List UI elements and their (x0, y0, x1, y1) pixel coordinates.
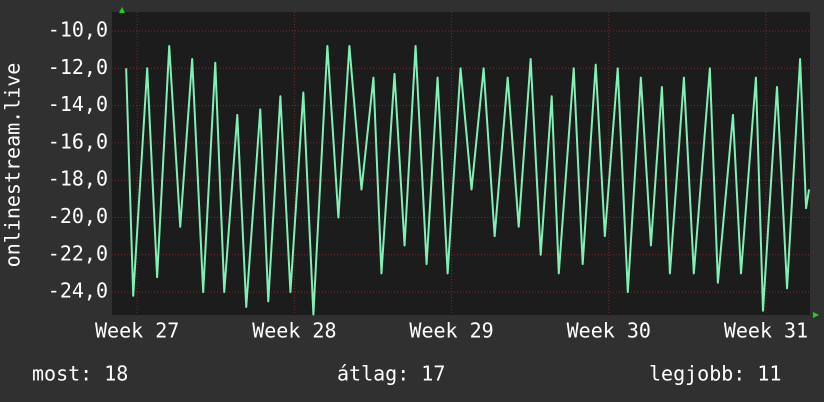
axis-arrow (119, 7, 125, 13)
y-tick-label: -14,0 (48, 92, 108, 116)
plot-area (112, 12, 810, 315)
x-tick-label: Week 28 (252, 319, 336, 343)
data-line (125, 44, 811, 316)
y-axis-label: onlinestream.live (1, 63, 25, 268)
y-tick-label: -18,0 (48, 167, 108, 191)
x-tick-label: Week 30 (567, 319, 651, 343)
footer-current: most: 18 (32, 362, 128, 386)
footer-average: átlag: 17 (337, 362, 445, 386)
x-tick-label: Week 29 (409, 319, 493, 343)
y-tick-label: -10,0 (48, 18, 108, 42)
y-tick-label: -22,0 (48, 241, 108, 265)
x-tick-label: Week 31 (724, 319, 808, 343)
y-tick-label: -16,0 (48, 129, 108, 153)
y-tick-label: -20,0 (48, 204, 108, 228)
footer-best: legjobb: 11 (649, 362, 781, 386)
x-tick-label: Week 27 (95, 319, 179, 343)
y-tick-label: -24,0 (48, 279, 108, 303)
y-tick-label: -12,0 (48, 55, 108, 79)
axis-arrow (813, 312, 819, 318)
